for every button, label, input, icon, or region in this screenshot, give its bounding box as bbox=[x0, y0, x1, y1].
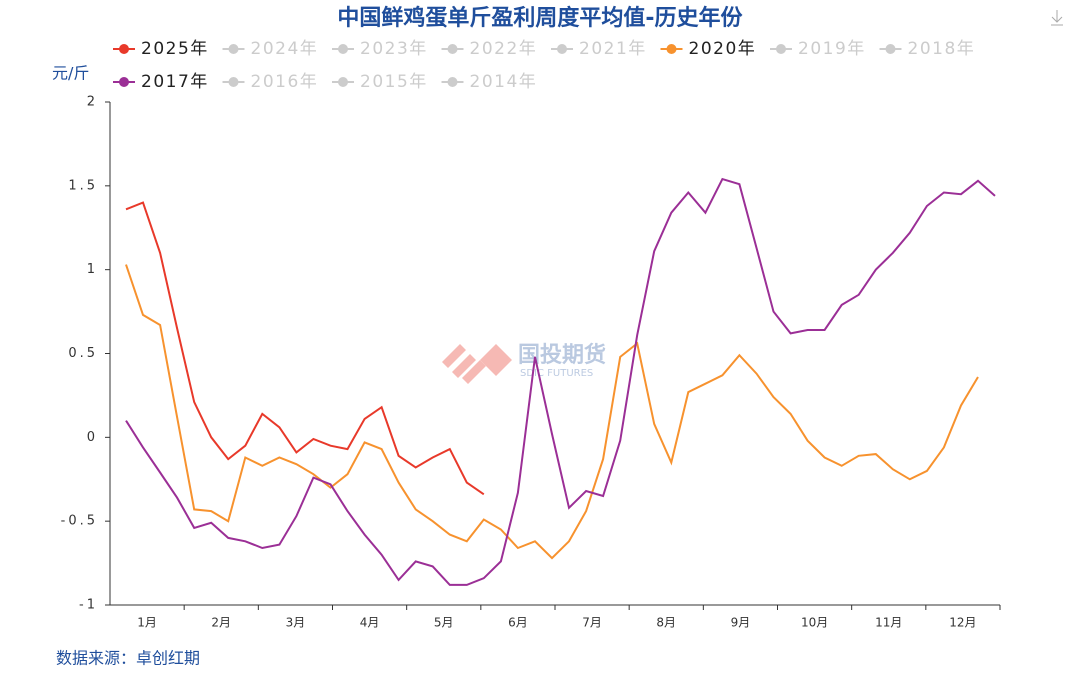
legend-dot[interactable] bbox=[119, 77, 129, 87]
legend-label[interactable]: 2024年 bbox=[251, 39, 319, 59]
legend-label[interactable]: 2023年 bbox=[360, 39, 428, 59]
legend-label[interactable]: 2019年 bbox=[798, 39, 866, 59]
x-tick-label: 3月 bbox=[286, 616, 306, 630]
watermark: 国投期货 bbox=[518, 342, 606, 368]
line-series bbox=[125, 201, 485, 496]
watermark-sub: SDIC FUTURES bbox=[520, 368, 593, 379]
legend-label[interactable]: 2018年 bbox=[908, 39, 976, 59]
legend-dot[interactable] bbox=[228, 77, 239, 87]
legend-label[interactable]: 2017年 bbox=[141, 72, 209, 92]
y-tick-label: -0.5 bbox=[61, 514, 98, 529]
x-tick-label: 4月 bbox=[360, 616, 380, 630]
y-tick-label: 1.5 bbox=[68, 178, 98, 193]
legend-dot[interactable] bbox=[119, 44, 129, 54]
legend-label[interactable]: 2021年 bbox=[579, 39, 647, 59]
y-tick-label: 2 bbox=[87, 95, 98, 110]
legend-dot[interactable] bbox=[557, 44, 567, 54]
legend-dot[interactable] bbox=[338, 77, 348, 87]
x-tick-label: 12月 bbox=[949, 616, 976, 630]
y-tick-label: 1 bbox=[87, 262, 98, 277]
x-tick-label: 10月 bbox=[801, 616, 828, 630]
legend-dot[interactable] bbox=[338, 44, 348, 54]
x-tick-label: 5月 bbox=[434, 616, 454, 630]
legend-label[interactable]: 2025年 bbox=[141, 39, 209, 59]
legend-dot[interactable] bbox=[447, 44, 458, 54]
legend-dot[interactable] bbox=[447, 77, 458, 87]
chart-title: 中国鲜鸡蛋单斤盈利周度平均值-历史年份 bbox=[337, 5, 743, 31]
legend-dot[interactable] bbox=[666, 44, 677, 54]
x-tick-label: 11月 bbox=[875, 616, 902, 630]
legend-label[interactable]: 2020年 bbox=[689, 39, 757, 59]
watermark-logo bbox=[442, 344, 512, 384]
x-tick-label: 8月 bbox=[656, 616, 676, 630]
legend-label[interactable]: 2022年 bbox=[470, 39, 538, 59]
legend-label[interactable]: 2015年 bbox=[360, 72, 428, 92]
x-tick-label: 1月 bbox=[137, 616, 157, 630]
legend-label[interactable]: 2014年 bbox=[470, 72, 538, 92]
source: 数据来源：卓创红期 bbox=[56, 649, 200, 668]
legend-dot[interactable] bbox=[885, 44, 896, 54]
x-tick-label: 9月 bbox=[731, 616, 751, 630]
line-series bbox=[125, 264, 979, 560]
x-tick-label: 2月 bbox=[211, 616, 231, 630]
legend-label[interactable]: 2016年 bbox=[251, 72, 319, 92]
x-tick-label: 7月 bbox=[582, 616, 602, 630]
y-axis-label: 元/斤 bbox=[52, 64, 89, 83]
download-icon[interactable] bbox=[1051, 10, 1063, 26]
y-tick-label: 0.5 bbox=[68, 346, 98, 361]
y-tick-label: 0 bbox=[87, 430, 98, 445]
y-tick-label: -1 bbox=[79, 598, 98, 613]
legend-dot[interactable] bbox=[776, 44, 786, 54]
line-series bbox=[125, 177, 996, 586]
x-tick-label: 6月 bbox=[508, 616, 528, 630]
legend-dot[interactable] bbox=[228, 44, 239, 54]
